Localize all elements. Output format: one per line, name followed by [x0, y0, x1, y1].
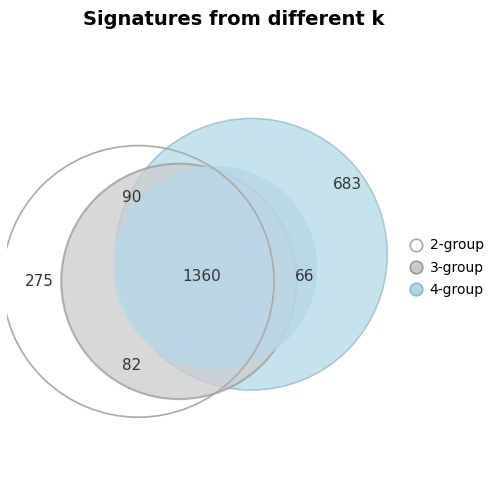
Legend: 2-group, 3-group, 4-group: 2-group, 3-group, 4-group: [403, 233, 489, 303]
Text: 82: 82: [122, 358, 142, 372]
Text: 275: 275: [25, 274, 54, 289]
Circle shape: [61, 164, 297, 399]
Text: 66: 66: [294, 269, 314, 284]
Text: 683: 683: [333, 176, 362, 192]
Title: Signatures from different k: Signatures from different k: [83, 10, 384, 29]
Text: 90: 90: [122, 190, 142, 205]
Circle shape: [113, 166, 317, 370]
Circle shape: [115, 118, 387, 390]
Text: 1360: 1360: [182, 269, 221, 284]
